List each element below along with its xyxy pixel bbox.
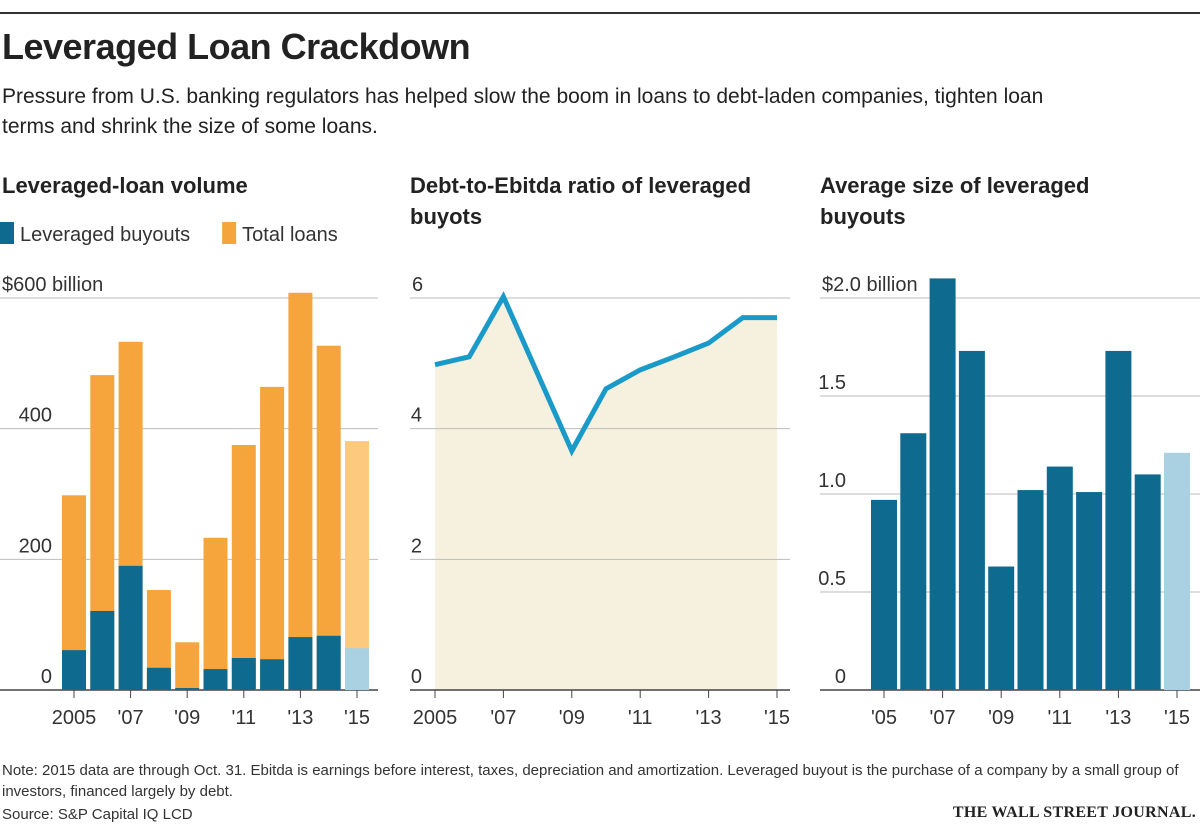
bar [958,350,985,690]
bar [288,637,313,690]
bar [1105,350,1132,690]
bar [231,657,256,690]
x-tick-label: '13 [1105,707,1131,729]
x-tick-label: '07 [930,707,956,729]
bar [1134,474,1161,690]
bar [1164,452,1190,690]
top-rule [0,12,1200,14]
bar [203,669,228,690]
bar [871,499,897,690]
bar [118,565,143,690]
x-tick-label: '13 [287,707,313,729]
y-tick-label: 0 [41,666,52,688]
x-tick-label: '15 [764,707,790,729]
x-tick-label: '11 [232,707,257,729]
x-tick-label: '09 [988,707,1014,729]
bar [900,433,927,690]
y-tick-label: 6 [412,274,423,296]
x-tick-label: '11 [628,707,653,729]
x-tick-label: '09 [174,707,200,729]
bar [175,688,200,690]
bar [1076,492,1103,690]
y-tick-label: 1.0 [818,470,846,492]
bar [203,537,228,690]
area [435,296,777,690]
legend-label: Total loans [242,224,338,246]
x-tick-label: '05 [871,707,897,729]
bar [231,445,256,690]
x-tick-label: '15 [1164,707,1190,729]
bar [175,642,200,690]
source: Source: S&P Capital IQ LCD [2,806,193,823]
subtitle: Pressure from U.S. banking regulators ha… [2,85,1044,138]
y-tick-label: 2 [411,535,422,557]
bar [1017,490,1044,690]
bar [988,566,1015,690]
x-tick-label: 2005 [413,707,458,729]
bar [345,648,369,690]
legend-swatch [222,222,237,244]
x-tick-label: '09 [559,707,585,729]
y-tick-label: $600 billion [2,274,103,296]
line [434,291,777,457]
y-tick-label: 0 [411,666,422,688]
legend-swatch [0,222,14,244]
x-tick-label: 2005 [52,707,97,729]
x-tick-label: '07 [118,707,144,729]
bar [929,278,956,690]
title: Leveraged Loan Crackdown [2,26,471,67]
chart-title: Average size of leveraged buyouts [820,173,1090,229]
y-tick-label: 4 [411,405,422,427]
note: Note: 2015 data are through Oct. 31. Ebi… [2,762,1179,800]
bar [1046,466,1073,690]
bar [146,667,171,690]
x-tick-label: '13 [696,707,722,729]
bar [288,292,313,690]
y-tick-label: 0 [835,666,846,688]
y-tick-label: 1.5 [818,372,846,394]
x-tick-label: '11 [1048,707,1073,729]
bar [62,650,86,690]
y-tick-label: 200 [19,535,52,557]
y-tick-label: 0.5 [818,568,846,590]
chart-title: Debt-to-Ebitda ratio of leveraged buyots [410,173,752,229]
y-tick-label: $2.0 billion [822,274,918,296]
bar [316,635,341,690]
legend-label: Leveraged buyouts [20,224,190,246]
x-tick-label: '15 [344,707,370,729]
y-tick-label: 400 [19,405,52,427]
bar [260,659,285,690]
x-tick-label: '07 [490,707,516,729]
bar [90,610,115,690]
publisher: THE WALL STREET JOURNAL. [952,804,1196,821]
bar [316,345,341,690]
bar [260,386,285,690]
chart-title: Leveraged-loan volume [2,173,248,198]
